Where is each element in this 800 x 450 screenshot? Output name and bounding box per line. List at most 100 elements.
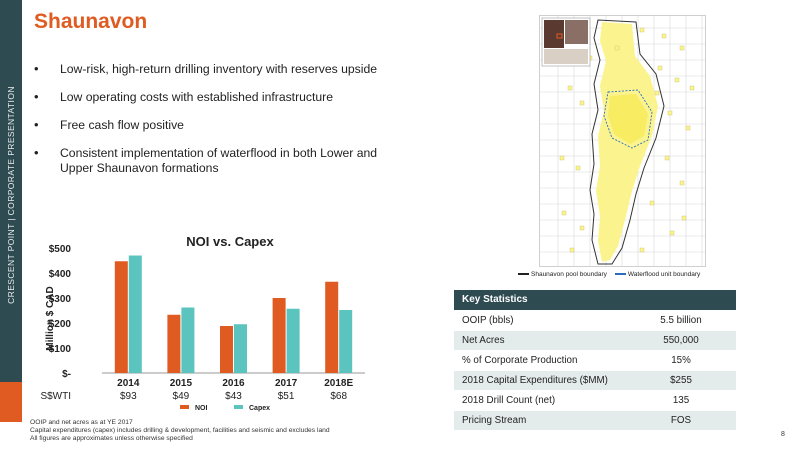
map-legend: Shaunavon pool boundary Waterflood unit b… [518,271,718,278]
legend-swatch [234,405,243,409]
stat-value: 5.5 billion [660,314,702,326]
lease-block [689,85,695,91]
y-tick-label: $200 [49,319,72,330]
inset-location-marker [556,33,563,39]
stat-value: 550,000 [663,334,699,346]
bullet-glyph: • [34,61,39,76]
bullet-item: • Low-risk, high-return drilling inventor… [34,61,394,77]
field-core [608,94,648,144]
bar-noi [167,314,181,373]
lease-block [649,200,655,206]
shaunavon-map [539,15,706,267]
bullet-list: • Low-risk, high-return drilling inventor… [34,61,394,189]
chart-title: NOI vs. Capex [186,234,274,249]
x-tick-label: 2017 [275,378,298,389]
lease-block [614,45,620,51]
wti-value: $68 [330,391,347,402]
inset-region [544,20,564,48]
key-statistics-table: Key Statistics OOIP (bbls) 5.5 billion Ne… [454,290,736,431]
chart-canvas: NOI vs. Capex $- $100 $200 $300 $400 $500 Milli… [40,234,365,412]
y-tick-label: $500 [49,244,72,255]
bar-noi [114,261,128,373]
legend-label: NOI [195,405,208,412]
bullet-glyph: • [34,145,39,160]
lease-block [679,180,685,186]
bar-noi [220,326,233,373]
bullet-item: • Consistent implementation of waterflood… [34,145,394,175]
lease-block [579,100,585,106]
y-tick-label: $300 [49,294,72,305]
bar-capex [181,307,195,373]
inset-region [565,20,588,44]
y-tick-label: $- [62,369,71,380]
x-tick-label: 2014 [117,378,140,389]
bullet-text: Low-risk, high-return drilling inventory… [60,62,378,76]
y-tick-label: $400 [49,269,72,280]
waterflood-boundary-line [603,89,653,149]
bar-noi [325,281,339,373]
lease-block [654,90,660,96]
table-row: % of Corporate Production 15% [454,350,736,370]
table-row: Pricing Stream FOS [454,410,736,430]
table-row: 2018 Capital Expenditures ($MM) $255 [454,370,736,390]
page-title: Shaunavon [34,10,148,33]
noi-capex-chart: NOI vs. Capex $- $100 $200 $300 $400 $500 Milli… [40,228,420,418]
bullet-glyph: • [34,117,39,132]
x-tick-label: 2015 [170,378,193,389]
wti-label: US$WTI [40,391,71,402]
bar-capex [234,324,247,373]
stat-value: 15% [671,354,691,366]
lease-block [561,210,567,216]
lease-block [681,215,687,221]
lease-block [669,230,675,236]
legend-waterflood-boundary: Waterflood unit boundary [627,271,701,278]
table-row: OOIP (bbls) 5.5 billion [454,310,736,330]
wti-value: $51 [278,391,295,402]
lease-block [639,247,645,253]
lease-block [567,85,573,91]
bar-capex [339,310,353,373]
stat-label: OOIP (bbls) [462,314,514,326]
lease-block [559,155,565,161]
bar-capex [286,308,300,373]
footnote: Capital expenditures (capex) includes dr… [30,427,330,435]
lease-block [575,165,581,171]
wti-value: $49 [173,391,190,402]
table-row: 2018 Drill Count (net) 135 [454,390,736,410]
footnote: OOIP and net acres as at YE 2017 [30,419,133,426]
bullet-item: • Free cash flow positive [34,117,394,133]
table-row: Net Acres 550,000 [454,330,736,350]
x-tick-label: 2018E [324,378,353,389]
table-header-label: Key Statistics [462,294,528,306]
page-number: 8 [781,431,785,438]
stat-value: 135 [672,394,690,406]
legend-label: Capex [249,405,270,412]
stat-value: $255 [670,374,692,386]
stat-label: Net Acres [462,334,505,346]
lease-block [685,125,691,131]
lease-block [657,65,663,71]
dashed-line-swatch-icon [614,273,626,276]
solid-line-swatch-icon [518,273,529,276]
lease-block [679,45,685,51]
pool-boundary-line [589,19,665,265]
bar-noi [272,298,286,373]
lease-block [639,27,645,33]
bullet-item: • Low operating costs with established in… [34,89,394,105]
lease-block [661,33,667,39]
wti-value: $43 [225,391,242,402]
bullet-glyph: • [34,89,39,104]
map-canvas [540,16,705,266]
stat-label: 2018 Capital Expenditures ($MM) [462,374,608,386]
bullet-text: Low operating costs with established inf… [60,90,334,104]
y-tick-label: $100 [49,344,72,355]
stat-label: 2018 Drill Count (net) [462,394,556,406]
legend-swatch [180,405,189,409]
bar-capex [128,255,142,373]
legend-pool-boundary: Shaunavon pool boundary [531,271,607,278]
wti-value: $93 [120,391,137,402]
bullet-text: Consistent implementation of waterflood … [60,146,378,175]
footnotes: OOIP and net acres as at YE 2017 Capital… [30,419,330,444]
bullet-text: Free cash flow positive [60,118,184,132]
side-accent-bar [0,382,22,422]
